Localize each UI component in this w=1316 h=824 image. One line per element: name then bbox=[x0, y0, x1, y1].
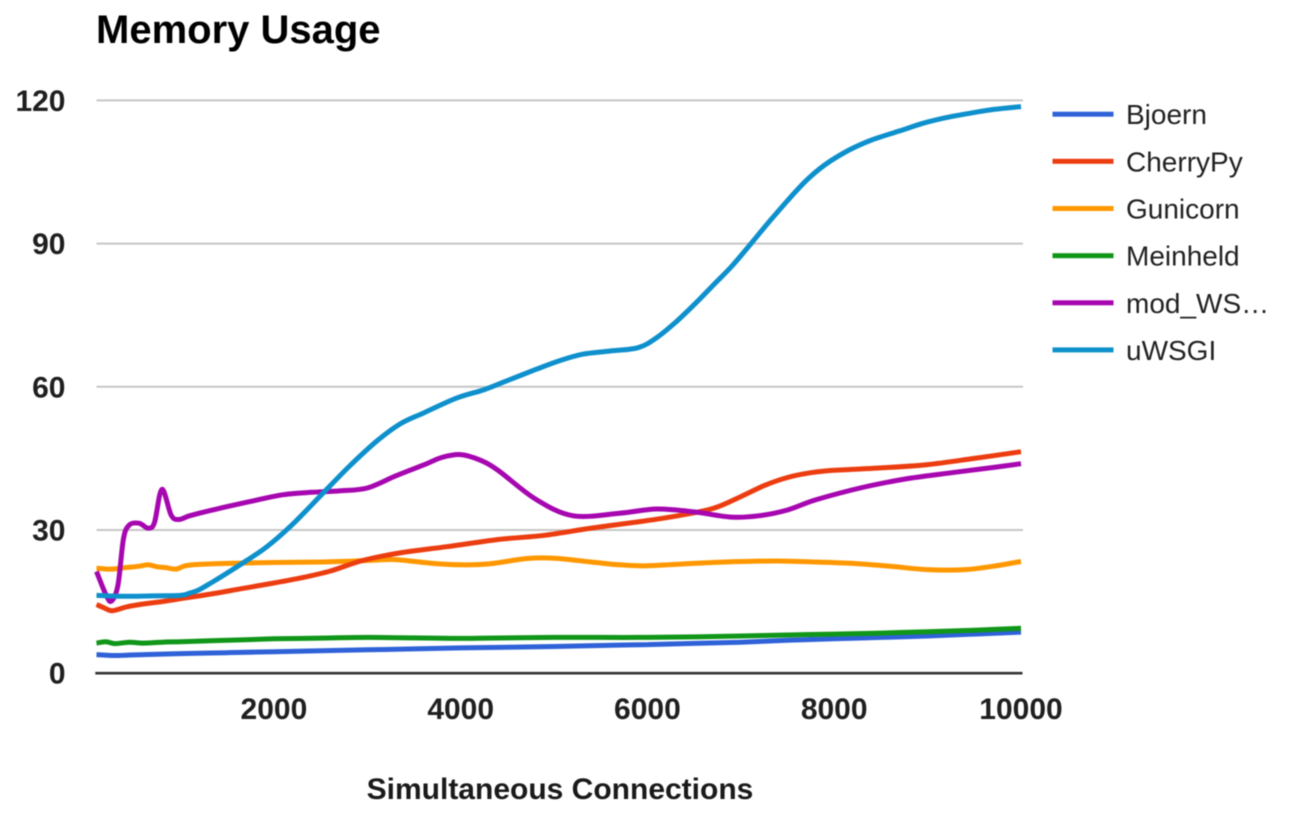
svg-text:Bjoern: Bjoern bbox=[1126, 99, 1207, 130]
svg-text:0: 0 bbox=[49, 658, 66, 691]
svg-text:mod_WS…: mod_WS… bbox=[1126, 288, 1269, 319]
svg-text:60: 60 bbox=[32, 371, 65, 404]
svg-text:120: 120 bbox=[15, 85, 65, 118]
svg-text:10000: 10000 bbox=[979, 693, 1062, 726]
svg-text:2000: 2000 bbox=[241, 693, 308, 726]
svg-text:6000: 6000 bbox=[614, 693, 681, 726]
svg-text:8000: 8000 bbox=[801, 693, 868, 726]
svg-text:Memory Usage: Memory Usage bbox=[96, 8, 381, 52]
svg-text:Simultaneous Connections: Simultaneous Connections bbox=[367, 773, 754, 806]
svg-text:CherryPy: CherryPy bbox=[1126, 146, 1243, 177]
svg-text:Meinheld: Meinheld bbox=[1126, 241, 1240, 272]
svg-text:90: 90 bbox=[32, 228, 65, 261]
svg-text:30: 30 bbox=[32, 515, 65, 548]
svg-text:4000: 4000 bbox=[427, 693, 494, 726]
svg-text:Gunicorn: Gunicorn bbox=[1126, 194, 1240, 225]
svg-text:uWSGI: uWSGI bbox=[1126, 335, 1216, 366]
